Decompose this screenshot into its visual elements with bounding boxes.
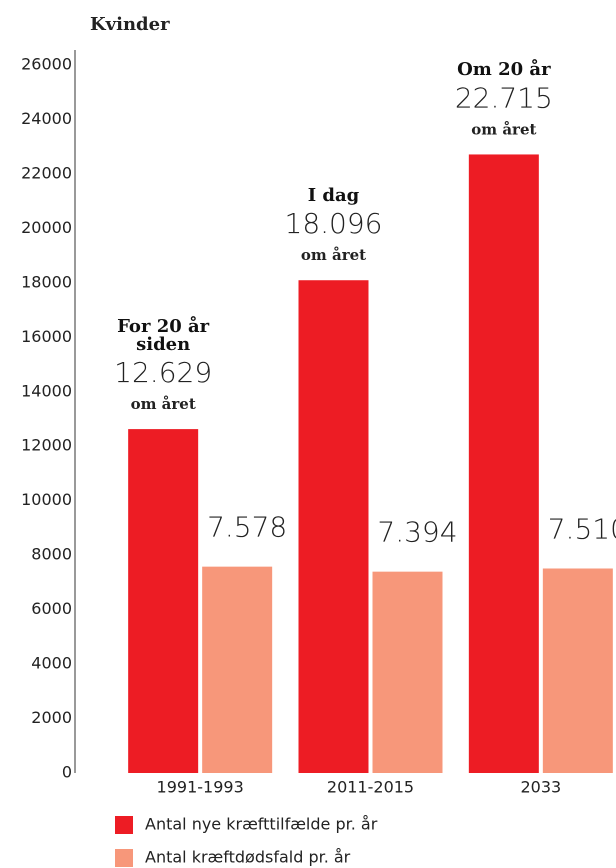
y-tick-label: 14000: [21, 381, 72, 400]
category-note-text: I dag: [307, 185, 360, 206]
y-tick-label: 26000: [21, 55, 72, 74]
y-tick-label: 4000: [31, 654, 72, 673]
unit-note: om året: [301, 246, 366, 264]
x-tick-label: 2033: [520, 778, 561, 797]
y-tick-label: 2000: [31, 708, 72, 727]
y-tick-label: 10000: [21, 490, 72, 509]
y-tick-label: 20000: [21, 218, 72, 237]
y-tick-label: 12000: [21, 436, 72, 455]
legend-swatch: [115, 816, 133, 834]
bar: [542, 568, 613, 773]
bar: [298, 280, 369, 773]
value-label: 7.510: [548, 512, 616, 545]
value-label: 22.715: [455, 81, 553, 114]
x-tick-label: 1991-1993: [157, 778, 244, 797]
bar: [202, 566, 273, 773]
legend-label: Antal nye kræfttilfælde pr. år: [145, 815, 378, 834]
bar: [128, 429, 199, 773]
y-tick-label: 6000: [31, 599, 72, 618]
legend-swatch: [115, 849, 133, 867]
category-note-text: For 20 år siden: [117, 316, 210, 355]
chart-title: Kvinder: [90, 14, 170, 35]
value-label: 7.578: [207, 511, 287, 544]
unit-note: om året: [131, 395, 196, 413]
x-tick-label: 2011-2015: [327, 778, 414, 797]
bar: [372, 571, 443, 773]
y-tick-label: 18000: [21, 272, 72, 291]
y-tick-label: 24000: [21, 109, 72, 128]
y-tick-label: 8000: [31, 545, 72, 564]
y-tick-label: 22000: [21, 163, 72, 182]
unit-note: om året: [471, 120, 536, 138]
legend-label: Antal kræftdødsfald pr. år: [145, 848, 351, 867]
category-note: I dag: [307, 185, 360, 206]
value-label: 18.096: [285, 207, 383, 240]
category-note: Om 20 år: [457, 59, 551, 80]
value-label: 7.394: [377, 516, 457, 549]
value-label: 12.629: [114, 356, 212, 389]
bar: [468, 154, 539, 774]
y-tick-label: 16000: [21, 327, 72, 346]
category-note-text: Om 20 år: [457, 59, 551, 80]
category-note: For 20 år siden: [117, 316, 210, 355]
y-tick-label: 0: [62, 763, 72, 782]
